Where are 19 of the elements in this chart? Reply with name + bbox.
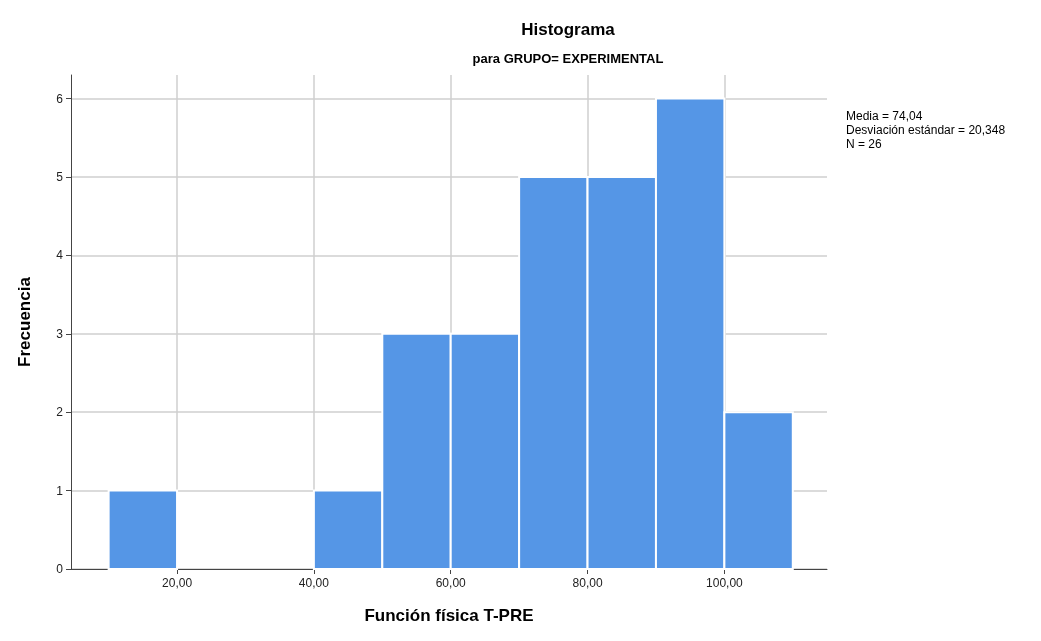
text: Desviación estándar = 20,348 [846, 123, 1006, 137]
x-tick-label: 80,00 [572, 576, 603, 590]
x-axis-title: Función física T-PRE [364, 606, 534, 625]
y-tick-label: 5 [56, 169, 64, 184]
x-tick-label: 20,00 [162, 576, 193, 590]
y-tick-label: 2 [56, 405, 64, 420]
y-tick-label: 3 [56, 326, 64, 341]
y-tick-label: 4 [56, 248, 64, 263]
chart-subtitle: para GRUPO= EXPERIMENTAL [472, 51, 664, 66]
x-tick-label: 100,00 [706, 576, 744, 590]
x-tick-label: 40,00 [298, 576, 330, 590]
x-tick-label: 60,00 [435, 576, 467, 590]
text: N = 26 [846, 137, 883, 151]
y-tick-label: 0 [56, 562, 64, 576]
text: Media = 74,04 [846, 109, 923, 123]
chart-title: Histograma [521, 20, 616, 39]
y-axis-title: Frecuencia [15, 276, 34, 367]
y-tick-label: 1 [56, 483, 64, 498]
y-tick-label: 6 [56, 91, 64, 106]
